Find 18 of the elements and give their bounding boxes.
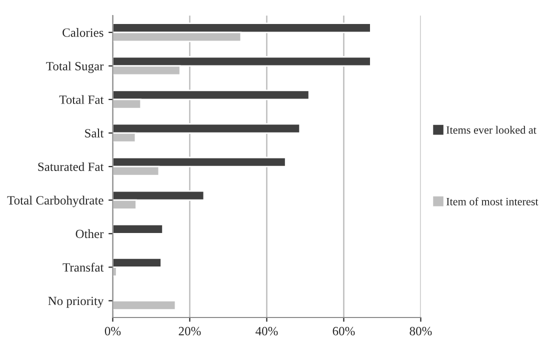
legend-label: Item of most interest xyxy=(446,197,538,206)
legend-label: Items ever looked at xyxy=(446,126,536,134)
bar xyxy=(112,224,164,234)
y-tick-label: Calories xyxy=(62,28,104,37)
y-tick-label: Saturated Fat xyxy=(38,162,104,172)
y-tick-label: Salt xyxy=(85,128,104,138)
y-tick-label: Other xyxy=(76,229,104,238)
x-tick-label: 80% xyxy=(410,326,432,336)
x-tick-label: 60% xyxy=(332,326,355,336)
x-tick-label: 0% xyxy=(104,326,121,336)
x-tick-label: 40% xyxy=(256,326,278,336)
bar xyxy=(112,300,176,310)
y-tick-label: Transfat xyxy=(62,262,104,272)
y-tick-label: Total Fat xyxy=(59,95,104,104)
x-tick-label: 20% xyxy=(178,326,201,336)
y-tick-label: No priority xyxy=(48,296,104,308)
y-tick-label: Total Sugar xyxy=(46,62,104,73)
y-tick-label: Total Carbohydrate xyxy=(7,196,104,208)
